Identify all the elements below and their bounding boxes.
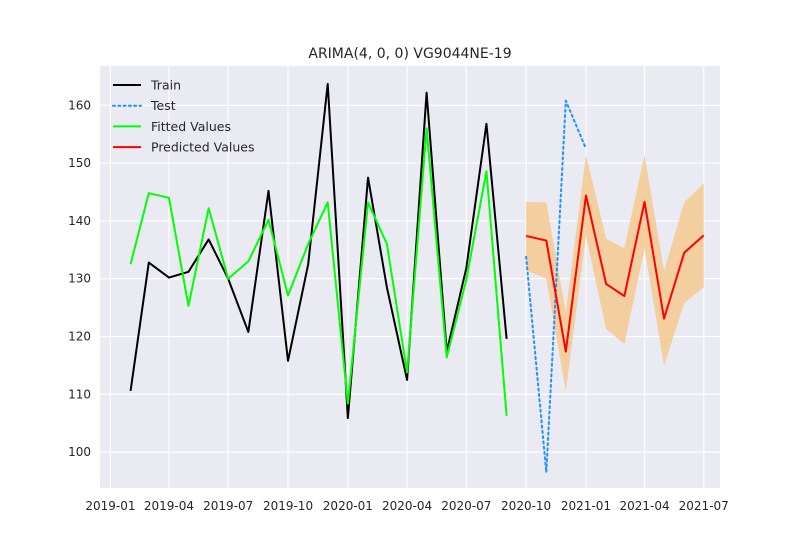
- x-tick-label: 2021-01: [561, 499, 611, 513]
- confidence-band-layer: [526, 155, 704, 392]
- series-line-predicted-values: [525, 194, 705, 353]
- y-tick-label: 110: [68, 387, 91, 401]
- legend: Train Test Fitted Values Predicted Values: [112, 78, 255, 155]
- x-tick-label: 2019-01: [85, 499, 135, 513]
- legend-label: Test: [150, 98, 176, 113]
- x-tick-label: 2020-04: [382, 499, 432, 513]
- y-tick-label: 150: [68, 156, 91, 170]
- x-tick-label: 2020-07: [441, 499, 491, 513]
- confidence-band: [526, 155, 704, 392]
- x-tick-label: 2019-04: [144, 499, 194, 513]
- x-tick-label: 2021-04: [619, 499, 669, 513]
- y-tick-label: 130: [68, 272, 91, 286]
- y-tick-label: 100: [68, 445, 91, 459]
- tick-labels: 2019-01 2019-04 2019-07 2019-10 2020-01 2020-…: [68, 98, 729, 513]
- x-tick-label: 2020-10: [501, 499, 551, 513]
- x-tick-label: 2021-07: [679, 499, 729, 513]
- series-line-fitted-values: [129, 127, 508, 416]
- legend-label: Predicted Values: [151, 140, 255, 155]
- series-layer: [129, 82, 705, 474]
- x-tick-label: 2020-01: [323, 499, 373, 513]
- series-line-test: [525, 99, 587, 474]
- y-tick-label: 160: [68, 98, 91, 112]
- x-tick-label: 2019-07: [203, 499, 253, 513]
- x-tick-label: 2019-10: [263, 499, 313, 513]
- y-tick-label: 120: [68, 330, 91, 344]
- chart-title: ARIMA(4, 0, 0) VG9044NE-19: [308, 46, 511, 62]
- legend-label: Fitted Values: [151, 119, 231, 134]
- y-tick-label: 140: [68, 214, 91, 228]
- legend-label: Train: [150, 78, 181, 93]
